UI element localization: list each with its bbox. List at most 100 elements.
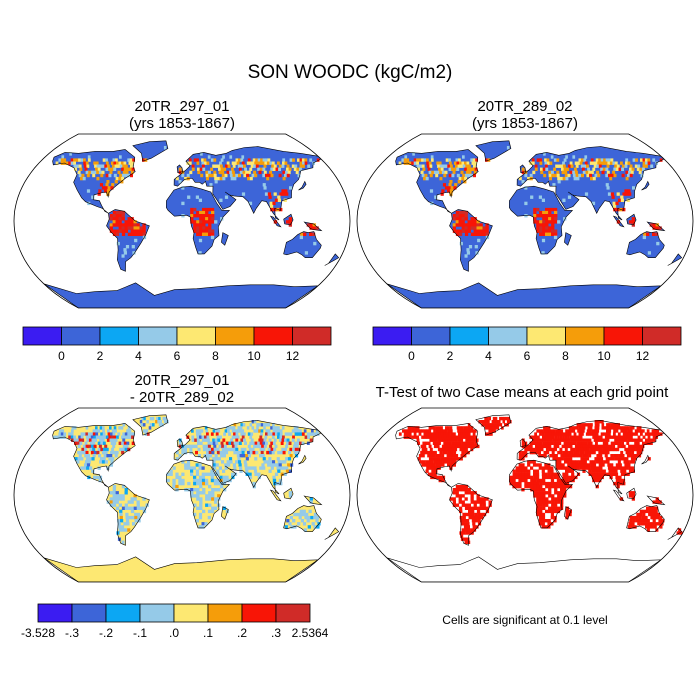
grid-cell xyxy=(434,195,438,199)
grid-cell xyxy=(450,432,454,436)
grid-cell xyxy=(556,158,560,162)
grid-cell xyxy=(265,158,268,162)
grid-cell xyxy=(432,463,436,467)
grid-cell xyxy=(249,167,253,171)
grid-cell xyxy=(553,509,558,514)
grid-cell xyxy=(234,444,238,449)
grid-cell xyxy=(463,444,467,449)
grid-cell xyxy=(142,423,146,427)
grid-cell xyxy=(562,472,566,476)
grid-cell xyxy=(612,204,617,209)
grid-cell xyxy=(433,170,437,175)
grid-cell xyxy=(212,438,216,442)
grid-cell xyxy=(190,220,194,224)
grid-cell xyxy=(96,450,100,455)
grid-cell xyxy=(91,438,95,442)
grid-cell xyxy=(229,155,233,159)
grid-cell xyxy=(191,429,194,433)
grid-cell xyxy=(408,432,412,436)
grid-cell xyxy=(121,210,126,215)
grid-cell xyxy=(609,475,613,480)
grid-cell xyxy=(71,426,75,430)
grid-cell xyxy=(297,158,300,162)
grid-cell xyxy=(559,481,564,486)
grid-cell xyxy=(545,441,549,445)
grid-cell xyxy=(202,491,206,495)
grid-cell xyxy=(545,217,549,221)
grid-cell xyxy=(130,220,134,224)
grid-cell xyxy=(527,460,531,464)
grid-cell xyxy=(205,226,209,230)
grid-cell xyxy=(426,158,429,162)
grid-cell xyxy=(615,454,619,458)
colorbar-swatch xyxy=(253,326,293,346)
grid-cell xyxy=(431,170,435,175)
grid-cell xyxy=(441,189,445,193)
grid-cell xyxy=(553,481,558,486)
grid-cell xyxy=(640,173,644,178)
grid-cell xyxy=(299,441,302,445)
grid-cell xyxy=(600,472,604,476)
grid-cell xyxy=(416,438,420,442)
grid-cell xyxy=(276,466,280,470)
grid-cell xyxy=(551,229,555,233)
grid-cell xyxy=(93,444,97,449)
grid-cell xyxy=(547,519,551,523)
grid-cell xyxy=(610,463,614,467)
grid-cell xyxy=(102,426,105,430)
grid-cell xyxy=(652,500,656,504)
colorbar-swatch xyxy=(173,603,209,623)
grid-cell xyxy=(239,429,242,433)
grid-cell xyxy=(580,164,584,168)
grid-cell xyxy=(551,173,555,178)
grid-cell xyxy=(594,429,597,433)
grid-cell xyxy=(593,164,597,168)
colorbar-label: 12 xyxy=(286,349,300,363)
grid-cell xyxy=(121,254,125,258)
grid-cell xyxy=(550,441,554,445)
grid-cell xyxy=(608,158,611,162)
grid-cell xyxy=(112,432,116,436)
grid-cell xyxy=(464,435,467,439)
coastline-eurasia xyxy=(516,420,665,495)
grid-cell xyxy=(206,435,210,439)
grid-cell xyxy=(515,466,519,470)
grid-cell xyxy=(217,457,221,461)
grid-cell xyxy=(232,426,236,430)
grid-cell xyxy=(637,447,641,452)
grid-cell xyxy=(467,528,471,532)
colorbar-swatch xyxy=(292,326,332,346)
grid-cell xyxy=(534,164,538,168)
grid-cell xyxy=(553,441,556,445)
grid-cell xyxy=(89,441,93,445)
grid-cell xyxy=(436,435,440,439)
grid-cell xyxy=(142,506,146,510)
grid-cell xyxy=(632,519,636,523)
grid-cell xyxy=(96,475,100,480)
grid-cell xyxy=(95,429,98,433)
grid-cell xyxy=(479,500,483,504)
grid-cell xyxy=(438,161,442,165)
grid-cell xyxy=(429,189,434,193)
grid-cell xyxy=(661,519,665,523)
grid-cell xyxy=(476,220,480,224)
grid-cell xyxy=(63,432,67,436)
grid-cell xyxy=(90,170,94,175)
grid-cell xyxy=(613,454,617,458)
grid-cell xyxy=(308,509,312,514)
grid-cell xyxy=(436,170,440,175)
grid-cell xyxy=(84,441,88,445)
grid-cell xyxy=(622,466,626,470)
grid-cell xyxy=(197,441,200,445)
grid-cell xyxy=(504,423,507,427)
grid-cell xyxy=(543,152,546,156)
grid-cell xyxy=(474,245,478,249)
grid-cell xyxy=(479,229,483,233)
grid-cell xyxy=(629,460,633,464)
grid-cell xyxy=(245,469,249,473)
grid-cell xyxy=(447,186,451,190)
grid-cell xyxy=(568,512,572,517)
grid-cell xyxy=(431,426,434,430)
grid-cell xyxy=(650,525,654,529)
grid-cell xyxy=(211,497,215,501)
